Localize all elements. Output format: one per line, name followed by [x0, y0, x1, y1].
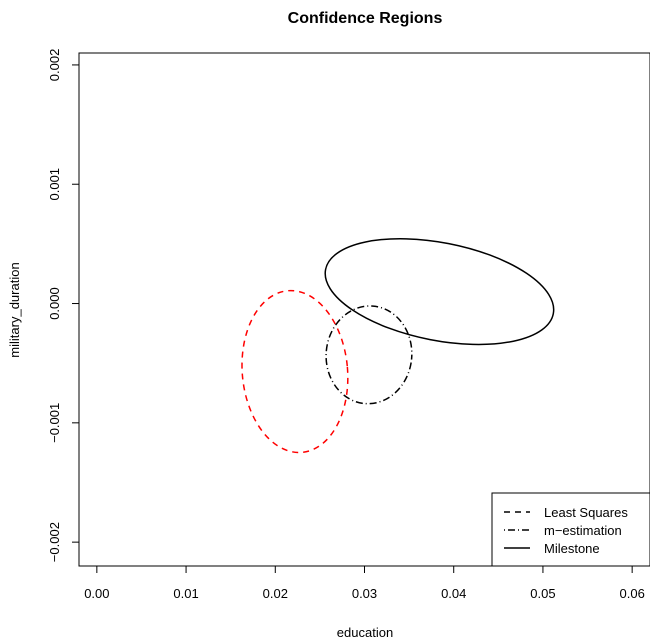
y-tick-label: 0.000 — [47, 287, 62, 320]
y-tick-label: 0.001 — [47, 168, 62, 201]
chart-title: Confidence Regions — [288, 10, 443, 27]
confidence-regions — [235, 221, 562, 456]
y-tick-label: −0.001 — [47, 403, 62, 443]
y-axis: −0.002 −0.001 0.000 0.001 0.002 — [47, 49, 79, 563]
y-tick-label: −0.002 — [47, 522, 62, 562]
legend-label: m−estimation — [544, 523, 622, 538]
region-m-estimation — [322, 302, 416, 407]
y-axis-label: military_duration — [7, 262, 22, 357]
x-axis: 0.00 0.01 0.02 0.03 0.04 0.05 0.06 — [84, 566, 645, 601]
x-tick-label: 0.00 — [84, 586, 109, 601]
legend-label: Least Squares — [544, 505, 628, 520]
x-tick-label: 0.03 — [352, 586, 377, 601]
region-milestone — [316, 221, 562, 361]
y-tick-label: 0.002 — [47, 49, 62, 82]
plot-area — [79, 53, 650, 566]
x-tick-label: 0.04 — [441, 586, 466, 601]
x-tick-label: 0.05 — [530, 586, 555, 601]
x-axis-label: education — [337, 625, 393, 640]
x-tick-label: 0.01 — [173, 586, 198, 601]
x-tick-label: 0.02 — [263, 586, 288, 601]
x-tick-label: 0.06 — [620, 586, 645, 601]
legend-label: Milestone — [544, 541, 600, 556]
legend: Least Squares m−estimation Milestone — [492, 493, 650, 566]
region-least-squares — [235, 286, 354, 457]
